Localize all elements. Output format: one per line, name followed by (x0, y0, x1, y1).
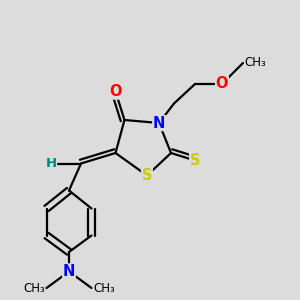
Text: H: H (45, 157, 57, 170)
Text: O: O (216, 76, 228, 92)
Text: N: N (153, 116, 165, 130)
Text: CH₃: CH₃ (244, 56, 266, 70)
Text: S: S (142, 168, 152, 183)
Text: O: O (109, 84, 122, 99)
Text: S: S (190, 153, 200, 168)
Text: CH₃: CH₃ (23, 281, 45, 295)
Text: CH₃: CH₃ (93, 281, 115, 295)
Text: N: N (63, 264, 75, 279)
